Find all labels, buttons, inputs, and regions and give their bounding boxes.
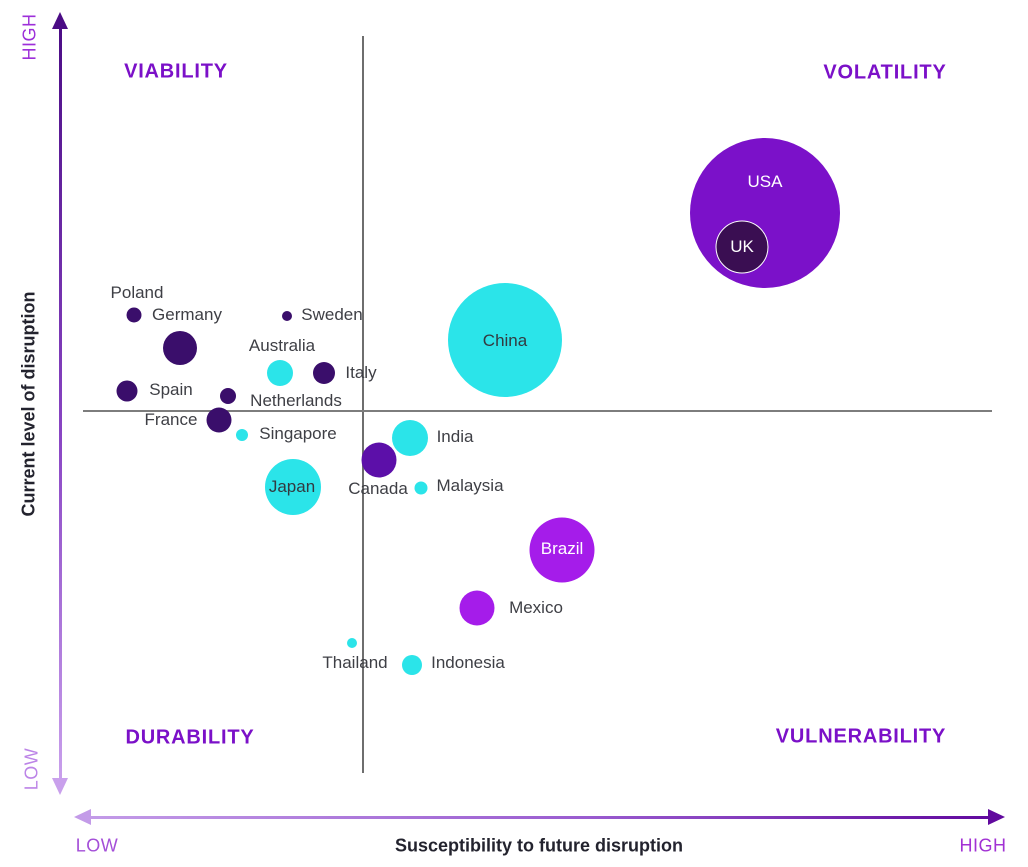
bubble-label-spain: Spain	[149, 380, 193, 399]
quadrant-label-viability: VIABILITY	[124, 60, 228, 83]
bubble-indonesia	[402, 655, 422, 675]
bubble-mexico	[459, 590, 495, 626]
y-axis-title: Current level of disruption	[18, 291, 39, 517]
bubble-spain	[116, 380, 138, 402]
quadrant-divider-horizontal	[83, 410, 992, 412]
x-axis-arrow-left-icon	[74, 809, 91, 825]
bubble-canada	[361, 442, 397, 478]
bubble-label-mexico: Mexico	[509, 598, 563, 617]
y-axis-line	[59, 24, 62, 781]
y-axis-arrow-up-icon	[52, 12, 68, 29]
bubble-netherlands	[220, 388, 236, 404]
bubble-label-sweden: Sweden	[301, 305, 363, 324]
bubble-label-germany: Germany	[152, 305, 222, 324]
quadrant-label-durability: DURABILITY	[125, 726, 255, 749]
bubble-india	[392, 420, 428, 456]
bubble-label-thailand: Thailand	[322, 653, 388, 672]
quadrant-divider-vertical	[362, 36, 364, 773]
bubble-label-brazil: Brazil	[540, 539, 584, 558]
bubble-label-uk: UK	[730, 237, 754, 256]
x-axis-low-label: LOW	[75, 835, 119, 856]
bubble-label-usa: USA	[747, 172, 783, 191]
bubble-australia	[267, 360, 293, 386]
bubble-italy	[313, 362, 335, 384]
bubble-singapore	[236, 429, 248, 441]
x-axis-high-label: HIGH	[959, 835, 1007, 856]
bubble-malaysia	[414, 481, 428, 495]
x-axis-title: Susceptibility to future disruption	[395, 835, 683, 856]
x-axis-arrow-right-icon	[988, 809, 1005, 825]
quadrant-label-volatility: VOLATILITY	[823, 61, 947, 84]
bubble-label-netherlands: Netherlands	[250, 391, 342, 410]
bubble-china	[448, 283, 562, 397]
bubble-label-indonesia: Indonesia	[431, 653, 505, 672]
bubble-label-italy: Italy	[345, 363, 377, 382]
bubble-usa	[690, 138, 840, 288]
bubble-france	[206, 407, 232, 433]
bubble-poland	[126, 307, 142, 323]
y-axis-arrow-down-icon	[52, 778, 68, 795]
bubble-label-france: France	[144, 410, 198, 429]
bubble-japan	[265, 459, 321, 515]
quadrant-label-vulnerability: VULNERABILITY	[775, 725, 947, 748]
bubble-label-australia: Australia	[248, 336, 316, 355]
bubble-brazil	[529, 517, 595, 583]
bubble-label-malaysia: Malaysia	[436, 476, 504, 495]
bubble-thailand	[347, 638, 357, 648]
bubble-sweden	[282, 311, 292, 321]
bubble-label-canada: Canada	[348, 479, 408, 498]
bubble-label-singapore: Singapore	[259, 424, 337, 443]
y-axis-high-label: HIGH	[19, 13, 40, 61]
bubble-label-poland: Poland	[110, 283, 164, 302]
bubble-label-china: China	[482, 331, 528, 350]
y-axis-low-label: LOW	[21, 747, 42, 791]
bubble-label-japan: Japan	[268, 477, 316, 496]
bubble-label-india: India	[436, 427, 474, 446]
bubble-uk	[715, 220, 769, 274]
x-axis-line	[90, 816, 990, 819]
bubble-germany	[163, 331, 197, 365]
